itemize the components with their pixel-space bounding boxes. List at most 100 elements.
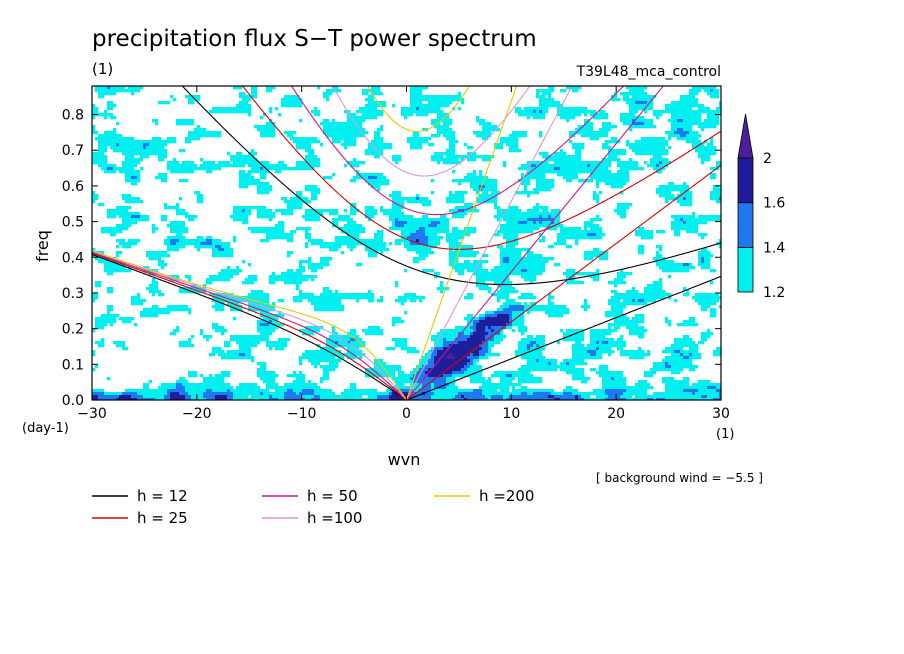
heatmap-cell <box>290 95 294 99</box>
heatmap-cell <box>263 230 267 234</box>
heatmap-cell <box>683 224 687 228</box>
heatmap-cell <box>311 152 315 156</box>
heatmap-cell <box>182 179 186 183</box>
heatmap-cell <box>182 122 186 126</box>
heatmap-cell <box>497 128 501 132</box>
heatmap-cell <box>665 293 669 297</box>
heatmap-cell <box>659 284 663 288</box>
heatmap-cell <box>620 275 624 279</box>
heatmap-cell <box>332 131 336 135</box>
heatmap-cell <box>620 215 624 219</box>
heatmap-cell <box>680 125 684 129</box>
heatmap-cell <box>137 170 141 174</box>
heatmap-cell <box>284 233 288 237</box>
heatmap-cell <box>371 242 375 246</box>
heatmap-cell <box>590 173 594 177</box>
heatmap-cell <box>341 227 345 231</box>
heatmap-cell <box>290 212 294 216</box>
heatmap-cell <box>344 146 348 150</box>
heatmap-cell <box>239 95 243 99</box>
heatmap-cell <box>215 278 219 282</box>
heatmap-cell <box>596 161 600 165</box>
heatmap-cell <box>395 194 399 198</box>
heatmap-cell <box>347 224 351 228</box>
heatmap-cell <box>545 260 549 264</box>
heatmap-cell <box>485 284 489 288</box>
heatmap-cell <box>137 293 141 297</box>
heatmap-cell <box>179 179 183 183</box>
heatmap-cell <box>98 203 102 207</box>
heatmap-cell <box>371 146 375 150</box>
heatmap-cell <box>245 278 249 282</box>
heatmap-cell <box>455 212 459 216</box>
heatmap-cell <box>356 110 360 114</box>
heatmap-cell <box>299 101 303 105</box>
heatmap-cell <box>422 95 426 99</box>
heatmap-cell <box>638 95 642 99</box>
heatmap-cell <box>122 143 126 147</box>
heatmap-cell <box>305 155 309 159</box>
heatmap-cell <box>626 203 630 207</box>
heatmap-cell <box>551 155 555 159</box>
heatmap-cell <box>656 263 660 267</box>
heatmap-cell <box>212 248 216 252</box>
heatmap-cell <box>392 197 396 201</box>
heatmap-cell <box>680 266 684 270</box>
heatmap-cell <box>569 107 573 111</box>
heatmap-cell <box>380 251 384 255</box>
heatmap-cell <box>692 86 696 90</box>
heatmap-cell <box>692 221 696 225</box>
heatmap-cell <box>524 269 528 273</box>
heatmap-cell <box>509 242 513 246</box>
heatmap-cell <box>449 95 453 99</box>
heatmap-cell <box>221 251 225 255</box>
heatmap-cell <box>572 275 576 279</box>
heatmap-cell <box>608 173 612 177</box>
heatmap-cell <box>497 191 501 195</box>
heatmap-cell <box>587 179 591 183</box>
heatmap-cell <box>392 218 396 222</box>
heatmap-cell <box>353 131 357 135</box>
heatmap-cell <box>521 293 525 297</box>
heatmap-cell <box>242 206 246 210</box>
heatmap-cell <box>251 206 255 210</box>
heatmap-cell <box>656 230 660 234</box>
heatmap-cell <box>677 131 681 135</box>
heatmap-cell <box>254 152 258 156</box>
heatmap-cell <box>512 287 516 291</box>
heatmap-cell <box>638 167 642 171</box>
heatmap-cell <box>647 95 651 99</box>
heatmap-cell <box>695 89 699 93</box>
heatmap-cell <box>299 269 303 273</box>
heatmap-cell <box>218 275 222 279</box>
heatmap-cell <box>695 296 699 300</box>
heatmap-cell <box>707 89 711 93</box>
heatmap-cell <box>632 149 636 153</box>
heatmap-cell <box>686 107 690 111</box>
heatmap-cell <box>656 293 660 297</box>
heatmap-cell <box>629 86 633 90</box>
heatmap-cell <box>644 104 648 108</box>
heatmap-cell <box>290 209 294 213</box>
heatmap-cell <box>482 122 486 126</box>
heatmap-cell <box>590 176 594 180</box>
heatmap-cell <box>95 107 99 111</box>
heatmap-cell <box>626 164 630 168</box>
heatmap-cell <box>260 239 264 243</box>
heatmap-cell <box>245 158 249 162</box>
heatmap-cell <box>668 107 672 111</box>
heatmap-cell <box>419 233 423 237</box>
heatmap-cell <box>269 233 273 237</box>
heatmap-cell <box>506 143 510 147</box>
heatmap-cell <box>281 275 285 279</box>
heatmap-cell <box>161 293 165 297</box>
heatmap-cell <box>515 230 519 234</box>
heatmap-cell <box>116 230 120 234</box>
heatmap-cell <box>335 89 339 93</box>
heatmap-cell <box>128 197 132 201</box>
heatmap-cell <box>626 293 630 297</box>
heatmap-cell <box>584 110 588 114</box>
heatmap-cell <box>425 104 429 108</box>
heatmap-cell <box>272 230 276 234</box>
heatmap-cell <box>560 167 564 171</box>
